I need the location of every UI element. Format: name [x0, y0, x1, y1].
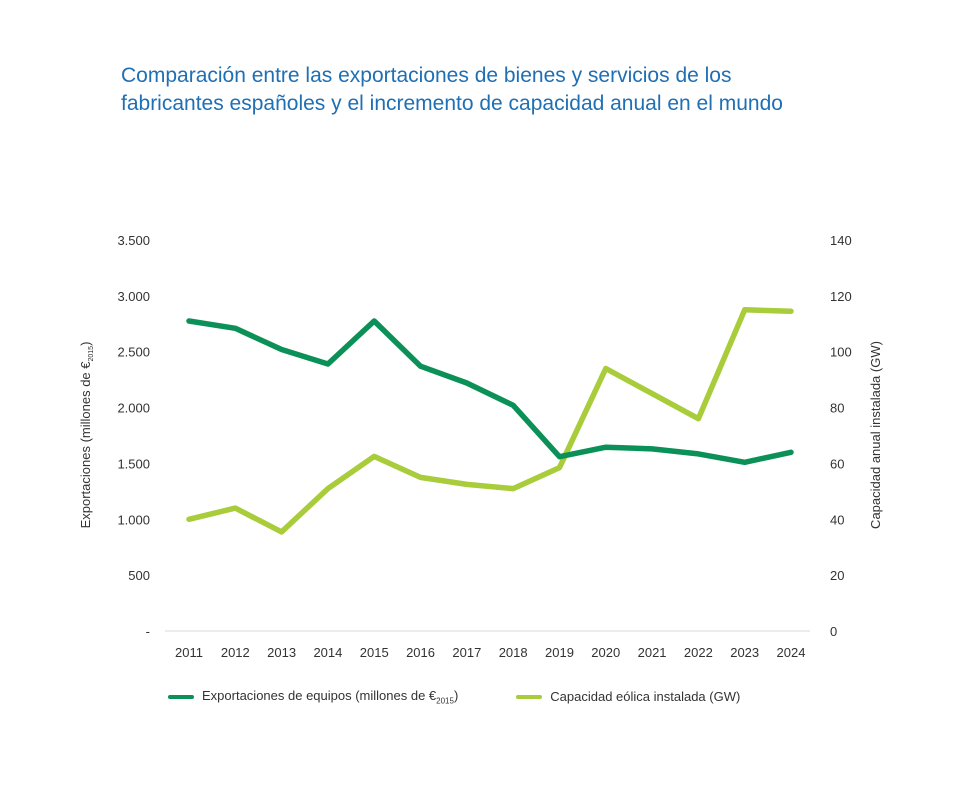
left-tick-label: 1.500 [117, 456, 150, 471]
left-axis-title-main: Exportaciones (millones de € [78, 361, 93, 529]
x-tick-label: 2019 [545, 645, 574, 660]
x-tick-label: 2014 [313, 645, 342, 660]
right-tick-label: 60 [830, 456, 844, 471]
left-axis-title-end: ) [78, 342, 93, 346]
x-axis-ticks: 2011 2012 2013 2014 2015 2016 2017 2018 2019 2020… [175, 645, 805, 660]
right-tick-label: 140 [830, 233, 852, 248]
x-tick-label: 2015 [360, 645, 389, 660]
series-lines [186, 307, 794, 535]
legend-label-main: Exportaciones de equipos (millones de € [202, 688, 437, 703]
x-tick-label: 2012 [221, 645, 250, 660]
legend-swatch-exportaciones [168, 694, 194, 699]
x-tick-label: 2016 [406, 645, 435, 660]
left-tick-label: 500 [128, 568, 150, 583]
chart-title-line-2: fabricantes españoles y el incremento de… [121, 92, 783, 115]
left-tick-label: 2.000 [117, 401, 150, 416]
legend: Exportaciones de equipos (millones de €2… [168, 688, 798, 706]
left-axis-title: Exportaciones (millones de €2015) [78, 342, 95, 529]
left-tick-label: - [146, 624, 150, 639]
x-tick-label: 2021 [638, 645, 667, 660]
legend-item-exportaciones[interactable]: Exportaciones de equipos (millones de €2… [168, 688, 458, 706]
x-tick-label: 2011 [175, 645, 203, 660]
left-axis-ticks: - 500 1.000 1.500 2.000 2.500 3.000 3.500 [117, 233, 150, 639]
series-line-exportaciones [186, 318, 794, 466]
chart-title-line-1: Comparación entre las exportaciones de b… [121, 64, 732, 87]
right-tick-label: 20 [830, 568, 844, 583]
right-axis-title: Capacidad anual instalada (GW) [868, 341, 883, 529]
right-tick-label: 100 [830, 345, 852, 360]
x-tick-label: 2017 [452, 645, 481, 660]
left-tick-label: 2.500 [117, 345, 150, 360]
left-tick-label: 3.000 [117, 289, 150, 304]
legend-label-capacidad: Capacidad eólica instalada (GW) [550, 689, 741, 705]
x-tick-label: 2023 [730, 645, 759, 660]
right-axis-ticks: 0 20 40 60 80 100 120 140 [830, 233, 852, 639]
legend-item-capacidad[interactable]: Capacidad eólica instalada (GW) [516, 689, 740, 704]
legend-label-end: ) [453, 688, 459, 703]
x-tick-label: 2022 [684, 645, 713, 660]
x-tick-label: 2013 [267, 645, 296, 660]
x-tick-label: 2020 [591, 645, 620, 660]
legend-label-sub: 2015 [436, 696, 454, 706]
legend-swatch-capacidad [516, 694, 543, 699]
x-tick-label: 2018 [499, 645, 528, 660]
right-tick-label: 120 [830, 289, 852, 304]
right-tick-label: 80 [830, 401, 844, 416]
series-line-capacidad [186, 307, 794, 535]
legend-label-exportaciones: Exportaciones de equipos (millones de €2… [202, 688, 458, 706]
left-tick-label: 3.500 [117, 233, 150, 248]
left-axis-title-sub: 2015 [88, 346, 95, 362]
chart-title: Comparación entre las exportaciones de b… [121, 62, 921, 118]
right-tick-label: 40 [830, 512, 844, 527]
right-tick-label: 0 [830, 624, 837, 639]
left-tick-label: 1.000 [117, 512, 150, 527]
x-tick-label: 2024 [777, 645, 806, 660]
